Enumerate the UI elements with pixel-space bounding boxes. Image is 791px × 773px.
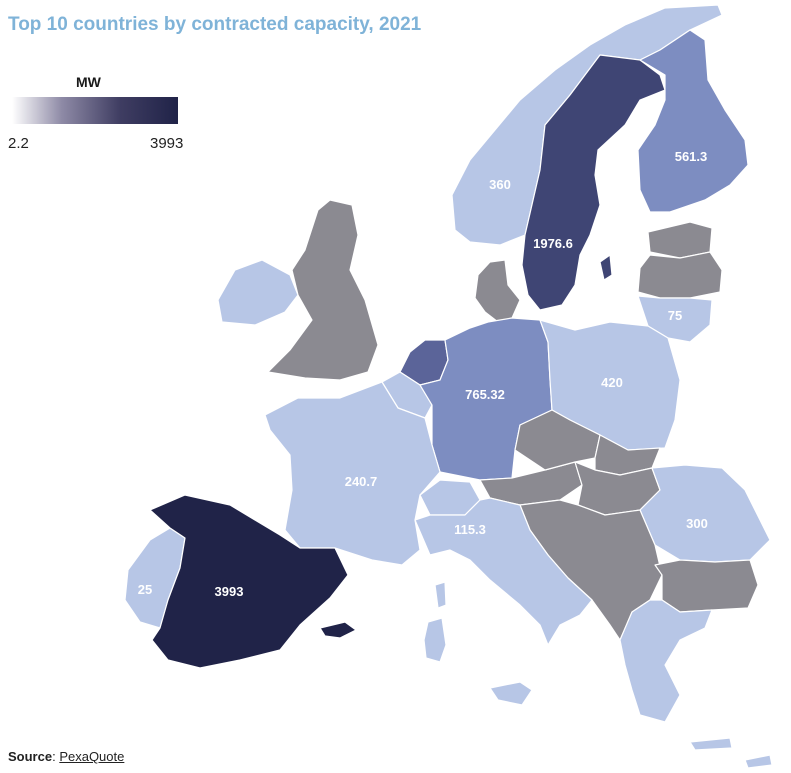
country-estonia[interactable] — [647, 221, 713, 259]
country-united-kingdom[interactable] — [267, 199, 379, 381]
label-spain: 3993 — [215, 584, 244, 599]
country-spain[interactable] — [149, 494, 349, 669]
legend-gradient-bar — [12, 97, 178, 124]
source-separator: : — [52, 749, 60, 764]
label-poland: 420 — [601, 375, 623, 390]
country-ireland[interactable] — [217, 259, 299, 326]
island-sicily[interactable] — [489, 681, 533, 706]
label-lithuania: 75 — [668, 308, 682, 323]
legend-min-value: 2.2 — [8, 135, 29, 152]
island-balearic[interactable] — [319, 621, 357, 639]
country-greece[interactable] — [619, 599, 713, 723]
label-romania: 300 — [686, 516, 708, 531]
island-sardinia[interactable] — [423, 617, 447, 663]
island-crete[interactable] — [689, 737, 733, 751]
label-finland: 561.3 — [675, 149, 708, 164]
source-note: Source: PexaQuote — [8, 749, 124, 764]
label-sweden: 1976.6 — [533, 236, 573, 251]
country-latvia[interactable] — [637, 251, 723, 299]
legend-max-value: 3993 — [150, 135, 184, 152]
island-cyprus[interactable] — [744, 754, 773, 769]
label-germany: 765.32 — [465, 387, 505, 402]
country-poland[interactable] — [539, 319, 681, 451]
country-bulgaria[interactable] — [654, 559, 759, 613]
label-norway: 360 — [489, 177, 511, 192]
country-sweden[interactable] — [521, 54, 666, 311]
chart-title: Top 10 countries by contracted capacity,… — [8, 14, 422, 35]
legend-unit: MW — [76, 74, 101, 90]
island-gotland[interactable] — [599, 254, 613, 281]
label-france: 240.7 — [345, 474, 378, 489]
source-link[interactable]: PexaQuote — [59, 749, 125, 764]
island-corsica[interactable] — [434, 581, 447, 609]
country-france[interactable] — [264, 381, 441, 566]
country-finland[interactable] — [637, 29, 749, 213]
country-romania[interactable] — [639, 464, 771, 563]
label-italy: 115.3 — [454, 522, 486, 537]
country-italy[interactable] — [414, 497, 593, 646]
country-denmark[interactable] — [474, 259, 521, 323]
label-portugal: 25 — [138, 582, 152, 597]
source-label: Source — [8, 749, 53, 764]
